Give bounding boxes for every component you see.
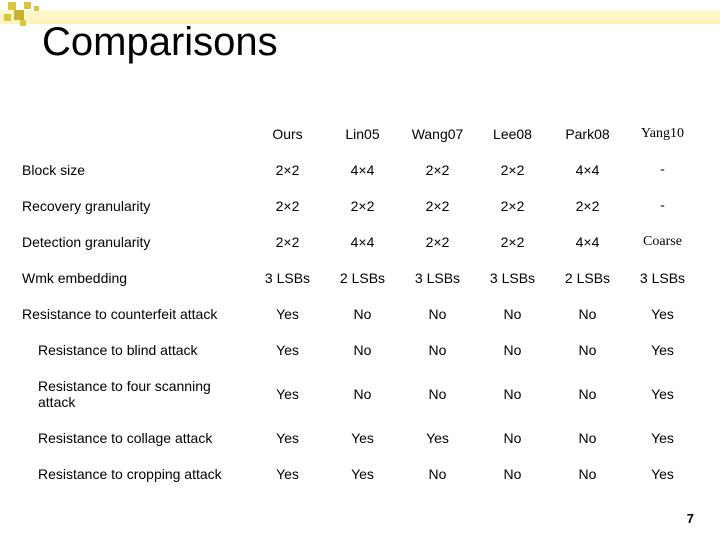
table-cell: 3 LSBs <box>625 260 700 296</box>
table-header-cell: Lee08 <box>475 116 550 152</box>
table-cell: No <box>325 296 400 332</box>
table-cell: No <box>400 332 475 368</box>
table-row: Resistance to counterfeit attackYesNoNoN… <box>20 296 700 332</box>
table-cell: 4×4 <box>325 152 400 188</box>
table-cell: No <box>400 456 475 492</box>
table-cell: 2×2 <box>400 224 475 260</box>
deco-square <box>4 14 11 21</box>
table-header-label <box>20 116 250 152</box>
deco-square <box>20 20 26 26</box>
page-number: 7 <box>687 511 694 526</box>
row-label: Resistance to cropping attack <box>20 456 250 492</box>
table-row: Resistance to blind attackYesNoNoNoNoYes <box>20 332 700 368</box>
row-label: Resistance to counterfeit attack <box>20 296 250 332</box>
table-cell: 2×2 <box>475 224 550 260</box>
table-cell: 3 LSBs <box>400 260 475 296</box>
table-cell: No <box>475 420 550 456</box>
table-cell: No <box>325 332 400 368</box>
table-cell: 2×2 <box>325 188 400 224</box>
table-cell: Yes <box>250 420 325 456</box>
table-cell: Yes <box>250 296 325 332</box>
table-cell: 2 LSBs <box>550 260 625 296</box>
row-label: Resistance to collage attack <box>20 420 250 456</box>
table-header-cell: Ours <box>250 116 325 152</box>
table-cell: Yes <box>625 456 700 492</box>
table-header-cell: Yang10 <box>625 116 700 152</box>
deco-square <box>8 2 16 10</box>
table-cell: Yes <box>250 368 325 420</box>
table-body: Block size2×24×42×22×24×4-Recovery granu… <box>20 152 700 492</box>
table-cell: Yes <box>400 420 475 456</box>
table-cell: No <box>400 296 475 332</box>
table-cell: No <box>550 368 625 420</box>
table-cell: 3 LSBs <box>250 260 325 296</box>
table-header-cell: Wang07 <box>400 116 475 152</box>
table-cell: Yes <box>325 456 400 492</box>
table-cell: No <box>475 332 550 368</box>
comparison-table: OursLin05Wang07Lee08Park08Yang10 Block s… <box>20 116 700 492</box>
table-cell: Yes <box>325 420 400 456</box>
table-cell: No <box>475 296 550 332</box>
comparison-table-wrap: OursLin05Wang07Lee08Park08Yang10 Block s… <box>20 116 700 492</box>
table-header-cell: Lin05 <box>325 116 400 152</box>
table-cell: - <box>625 188 700 224</box>
table-cell: 2×2 <box>475 152 550 188</box>
table-cell: 4×4 <box>325 224 400 260</box>
table-cell: Yes <box>625 332 700 368</box>
table-cell: 2×2 <box>475 188 550 224</box>
table-row: Block size2×24×42×22×24×4- <box>20 152 700 188</box>
table-row: Recovery granularity2×22×22×22×22×2- <box>20 188 700 224</box>
table-cell: 4×4 <box>550 224 625 260</box>
table-row: Resistance to collage attackYesYesYesNoN… <box>20 420 700 456</box>
row-label: Recovery granularity <box>20 188 250 224</box>
table-cell: Yes <box>250 456 325 492</box>
table-cell: 2 LSBs <box>325 260 400 296</box>
table-cell: 2×2 <box>250 188 325 224</box>
table-cell: No <box>550 420 625 456</box>
table-cell: No <box>475 368 550 420</box>
table-cell: No <box>550 332 625 368</box>
row-label: Wmk embedding <box>20 260 250 296</box>
table-cell: 2×2 <box>400 188 475 224</box>
deco-square <box>14 10 24 20</box>
table-header-cell: Park08 <box>550 116 625 152</box>
table-cell: Yes <box>625 296 700 332</box>
table-cell: No <box>400 368 475 420</box>
slide-title: Comparisons <box>42 20 278 65</box>
table-cell: Yes <box>250 332 325 368</box>
table-cell: 4×4 <box>550 152 625 188</box>
table-cell: No <box>325 368 400 420</box>
row-label: Resistance to blind attack <box>20 332 250 368</box>
table-cell: Yes <box>625 368 700 420</box>
table-row: Wmk embedding3 LSBs2 LSBs3 LSBs3 LSBs2 L… <box>20 260 700 296</box>
table-cell: Yes <box>625 420 700 456</box>
table-cell: 2×2 <box>250 152 325 188</box>
table-cell: No <box>550 456 625 492</box>
table-cell: 2×2 <box>550 188 625 224</box>
table-cell: 2×2 <box>250 224 325 260</box>
row-label: Resistance to four scanning attack <box>20 368 250 420</box>
table-cell: Coarse <box>625 224 700 260</box>
row-label: Block size <box>20 152 250 188</box>
table-cell: No <box>475 456 550 492</box>
table-cell: 3 LSBs <box>475 260 550 296</box>
row-label: Detection granularity <box>20 224 250 260</box>
deco-square <box>34 6 39 11</box>
table-header-row: OursLin05Wang07Lee08Park08Yang10 <box>20 116 700 152</box>
table-cell: - <box>625 152 700 188</box>
table-row: Detection granularity2×24×42×22×24×4Coar… <box>20 224 700 260</box>
table-row: Resistance to four scanning attackYesNoN… <box>20 368 700 420</box>
deco-square <box>24 2 31 9</box>
table-row: Resistance to cropping attackYesYesNoNoN… <box>20 456 700 492</box>
table-cell: 2×2 <box>400 152 475 188</box>
table-cell: No <box>550 296 625 332</box>
